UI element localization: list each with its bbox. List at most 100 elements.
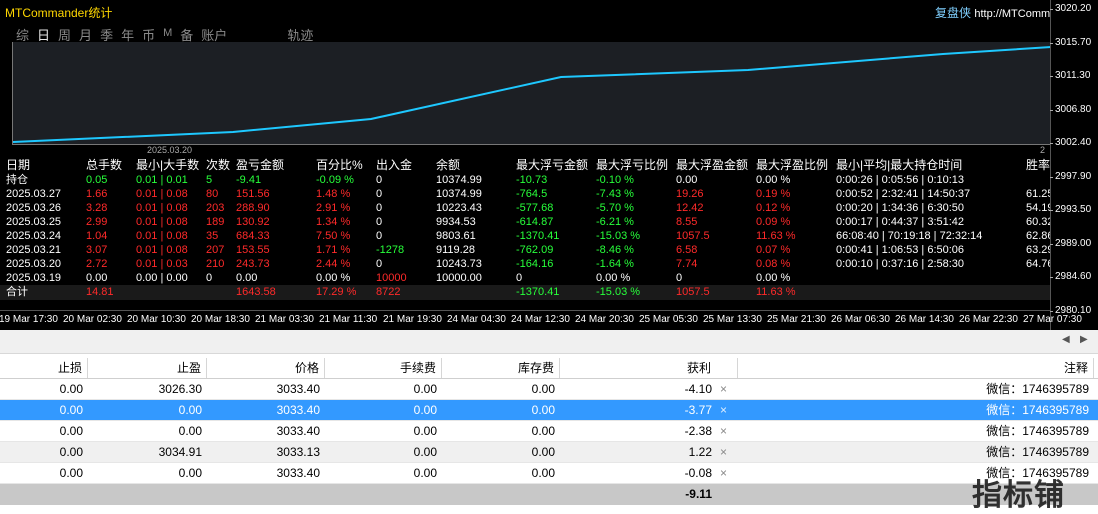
stats-cell: -1.64 %	[596, 258, 634, 270]
time-tick: 20 Mar 02:30	[63, 314, 122, 325]
order-cell-profit: 1.22	[688, 445, 712, 459]
close-order-icon[interactable]: ×	[720, 382, 728, 396]
price-tick: 2980.10	[1049, 304, 1092, 316]
tab-5[interactable]: 年	[121, 28, 135, 43]
stats-cell: 130.92	[236, 216, 270, 228]
order-cell-fee: 0.00	[413, 424, 437, 438]
order-cell-swap: 0.00	[531, 403, 555, 417]
stats-cell: 次数	[206, 158, 231, 172]
horizontal-scrollbar[interactable]: ◀ ▶	[0, 330, 1098, 354]
order-cell-sl: 0.00	[59, 424, 83, 438]
tab-2[interactable]: 周	[58, 28, 72, 43]
time-tick: 21 Mar 03:30	[255, 314, 314, 325]
tab-8[interactable]: 备	[180, 28, 194, 43]
tab-7[interactable]: M	[163, 27, 173, 39]
stats-cell: 3.28	[86, 202, 108, 214]
time-tick: 20 Mar 18:30	[191, 314, 250, 325]
tab-1[interactable]: 日	[37, 28, 51, 43]
order-row[interactable]: 0.00 0.00 3033.40 0.00 0.00 -3.77 微信：174639578…	[0, 400, 1098, 421]
plot-area[interactable]: MTCommander统计 复盘侠 http://MTCommander 综日周…	[0, 0, 1078, 310]
column-header-price[interactable]: 价格	[207, 358, 325, 378]
column-header-profit[interactable]: 获利	[560, 358, 738, 378]
stats-cell: 10000.00	[436, 272, 482, 284]
price-tick: 2989.00	[1049, 237, 1092, 249]
order-cell-price: 3033.40	[276, 403, 320, 417]
stats-cell: 日期	[6, 158, 31, 172]
scroll-right-icon[interactable]: ▶	[1080, 334, 1088, 345]
stats-cell: 10374.99	[436, 174, 482, 186]
order-cell-tp: 0.00	[178, 466, 202, 480]
close-order-icon[interactable]: ×	[720, 466, 728, 480]
stats-cell: 0.00 %	[596, 272, 631, 284]
order-cell-fee: 0.00	[413, 403, 437, 417]
close-order-icon[interactable]: ×	[720, 424, 728, 438]
stats-cell: 1.48 %	[316, 188, 351, 200]
stats-row: 2025.03.19 0.00 0.00 | 0.00 0 0.00 0.00 % 1000…	[0, 271, 1050, 285]
price-tick: 3015.70	[1049, 36, 1092, 48]
stats-cell: 0.01 | 0.08	[136, 202, 188, 214]
stats-cell: 62.86	[1026, 230, 1054, 242]
order-cell-fee: 0.00	[413, 445, 437, 459]
order-cell-tp: 0.00	[178, 403, 202, 417]
price-scale[interactable]: 3020.20 3015.70 3011.30 3006.80 3002.40 2997.…	[1049, 0, 1098, 330]
order-row[interactable]: 0.00 3026.30 3033.40 0.00 0.00 -4.10 微信：174639…	[0, 379, 1098, 400]
orders-header-row: 止损 止盈 价格 手续费 库存费 获利 注释	[0, 358, 1098, 379]
stats-cell: -164.16	[516, 258, 554, 270]
stats-cell: 61.25	[1026, 188, 1054, 200]
stats-cell: 0:00:26 | 0:05:56 | 0:10:13	[836, 174, 965, 186]
price-tick: 2984.60	[1049, 271, 1092, 282]
stats-row: 2025.03.26 3.28 0.01 | 0.08 203 288.90 2.91 %…	[0, 201, 1054, 215]
stats-cell: 8722	[376, 286, 401, 298]
time-scale[interactable]: 19 Mar 17:30 20 Mar 02:30 20 Mar 10:30 20 M…	[0, 310, 1082, 330]
order-row[interactable]: 0.00 0.00 3033.40 0.00 0.00 -0.08 微信：174639578…	[0, 463, 1098, 484]
stats-cell: 64.76	[1026, 258, 1054, 270]
stats-cell: 0:00:20 | 1:34:36 | 6:30:50	[836, 202, 965, 214]
close-order-icon[interactable]: ×	[720, 403, 728, 417]
stats-cell: 80	[206, 188, 219, 200]
order-cell-profit: -4.10	[684, 382, 712, 396]
tab-9[interactable]: 账户	[201, 28, 228, 43]
stats-cell: 2025.03.24	[6, 230, 62, 242]
equity-curve	[13, 46, 1051, 143]
order-row[interactable]: 0.00 3034.91 3033.13 0.00 0.00 1.22 微信：1746395…	[0, 442, 1098, 463]
stats-cell: 0	[676, 272, 683, 284]
chart-panel[interactable]: MTCommander统计 复盘侠 http://MTCommander 综日周…	[0, 0, 1098, 330]
order-cell-sl: 0.00	[59, 403, 83, 417]
stats-position-row: 持仓 0.05 0.01 | 0.01 5 -9.41 -0.09 % 0 10374.99 -…	[0, 173, 1050, 187]
stats-cell: 1057.5	[676, 230, 710, 242]
stats-cell: -6.21 %	[596, 216, 634, 228]
stats-cell: 19.26	[676, 188, 704, 200]
scroll-left-icon[interactable]: ◀	[1062, 334, 1070, 345]
stats-cell: 0:00:41 | 1:06:53 | 6:50:06	[836, 244, 965, 256]
tab-4[interactable]: 季	[100, 28, 114, 43]
stats-cell: 0.07 %	[756, 244, 791, 256]
stats-table: 日期 总手数 最小|大手数 次数 盈亏金额 百分比% 出入金 余额 最大浮亏金额 最大浮亏比例 最大…	[0, 158, 1054, 300]
equity-date-label-right: 2	[1040, 145, 1046, 155]
order-cell-comment: 微信：1746395789	[986, 466, 1089, 480]
tab-0[interactable]: 综	[16, 28, 30, 43]
stats-cell: 0	[376, 258, 383, 270]
tab-3[interactable]: 月	[79, 28, 93, 43]
order-cell-tp: 3026.30	[158, 382, 202, 396]
stats-cell: 11.63 %	[756, 230, 796, 242]
stats-cell: 288.90	[236, 202, 270, 214]
time-tick: 25 Mar 05:30	[639, 314, 698, 325]
stats-cell: 最大浮盈金额	[676, 158, 749, 172]
column-header-tp[interactable]: 止盈	[88, 358, 207, 378]
order-row[interactable]: 0.00 0.00 3033.40 0.00 0.00 -2.38 微信：174639578…	[0, 421, 1098, 442]
stats-cell: 2025.03.26	[6, 202, 62, 214]
column-header-fee[interactable]: 手续费	[325, 358, 442, 378]
column-header-comment[interactable]: 注释	[738, 358, 1094, 378]
stats-cell: 最大浮盈比例	[756, 158, 829, 172]
stats-cell: -15.03 %	[596, 286, 641, 298]
tab-6[interactable]: 币	[142, 28, 156, 43]
price-tick: 3020.20	[1049, 3, 1092, 14]
price-tick: 3011.30	[1049, 70, 1091, 81]
column-header-sl[interactable]: 止损	[0, 358, 88, 378]
time-tick: 26 Mar 14:30	[895, 314, 954, 325]
price-tick: 3006.80	[1049, 103, 1092, 115]
close-order-icon[interactable]: ×	[720, 445, 728, 459]
tab-10[interactable]: 轨迹	[287, 28, 314, 43]
column-header-swap[interactable]: 库存费	[442, 358, 560, 378]
stats-cell: -9.41	[236, 174, 262, 186]
